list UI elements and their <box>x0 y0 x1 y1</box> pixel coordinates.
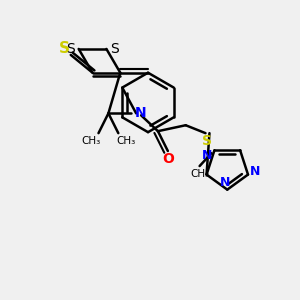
Text: S: S <box>110 42 119 56</box>
Text: N: N <box>220 176 230 189</box>
Text: CH₃: CH₃ <box>117 136 136 146</box>
Text: CH₃: CH₃ <box>81 136 100 146</box>
Text: S: S <box>202 134 212 148</box>
Text: N: N <box>134 106 146 120</box>
Text: N: N <box>202 149 213 162</box>
Text: CH₃: CH₃ <box>190 169 209 179</box>
Text: S: S <box>59 41 70 56</box>
Text: N: N <box>250 165 260 178</box>
Text: S: S <box>66 42 75 56</box>
Text: O: O <box>162 152 174 166</box>
